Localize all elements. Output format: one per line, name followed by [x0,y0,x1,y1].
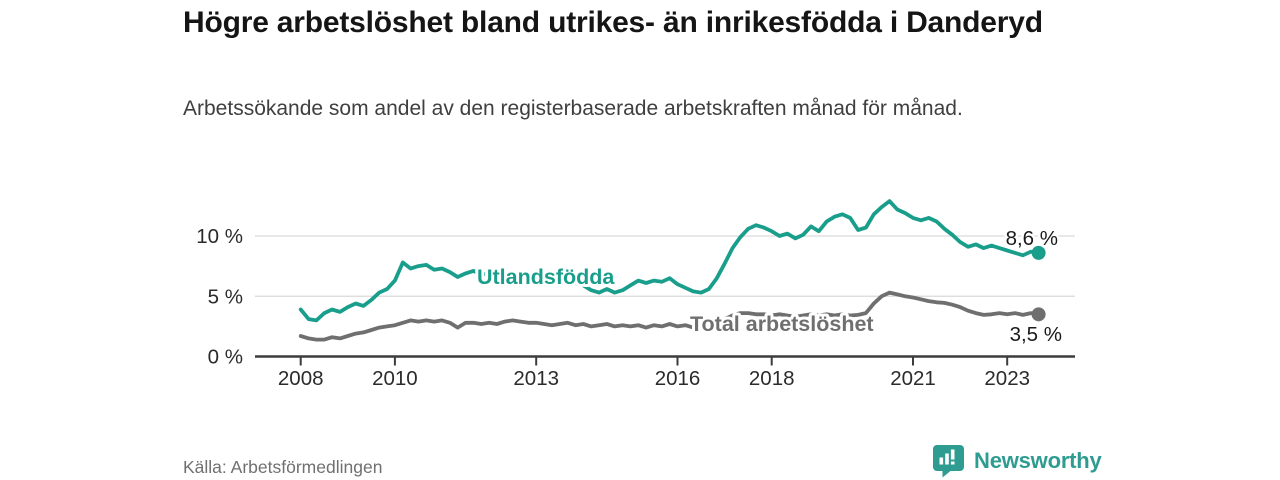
source-note: Källa: Arbetsförmedlingen [183,457,383,477]
series-line-total [298,290,1041,342]
x-tick-label: 2010 [372,367,418,390]
chart-subtitle: Arbetssökande som andel av den registerb… [183,97,963,120]
x-tick-label: 2018 [749,367,795,390]
newsworthy-logo-icon [932,444,965,478]
x-tick-label: 2016 [655,367,701,390]
brand-name: Newsworthy [974,448,1102,473]
page-title: Högre arbetslöshet bland utrikes- än inr… [183,6,1043,39]
series-line-utlandsfodda [298,199,1041,323]
series-end-dot [1031,307,1046,322]
x-tick-label: 2021 [890,367,936,390]
series-end-value-label: 3,5 % [1010,323,1062,346]
x-tick-label: 2013 [513,367,559,390]
series-inline-label: Utlandsfödda [477,265,615,289]
series-inline-label: Total arbetslöshet [690,312,874,336]
y-tick-label: 5 % [208,285,243,308]
series-end-value-label: 8,6 % [1006,227,1058,250]
series-end-dot [1031,245,1046,260]
x-tick-label: 2008 [278,367,324,390]
y-tick-label: 0 % [208,346,243,369]
y-tick-label: 10 % [196,225,243,248]
x-tick-label: 2023 [984,367,1030,390]
brand-lockup: Newsworthy [932,444,1102,478]
